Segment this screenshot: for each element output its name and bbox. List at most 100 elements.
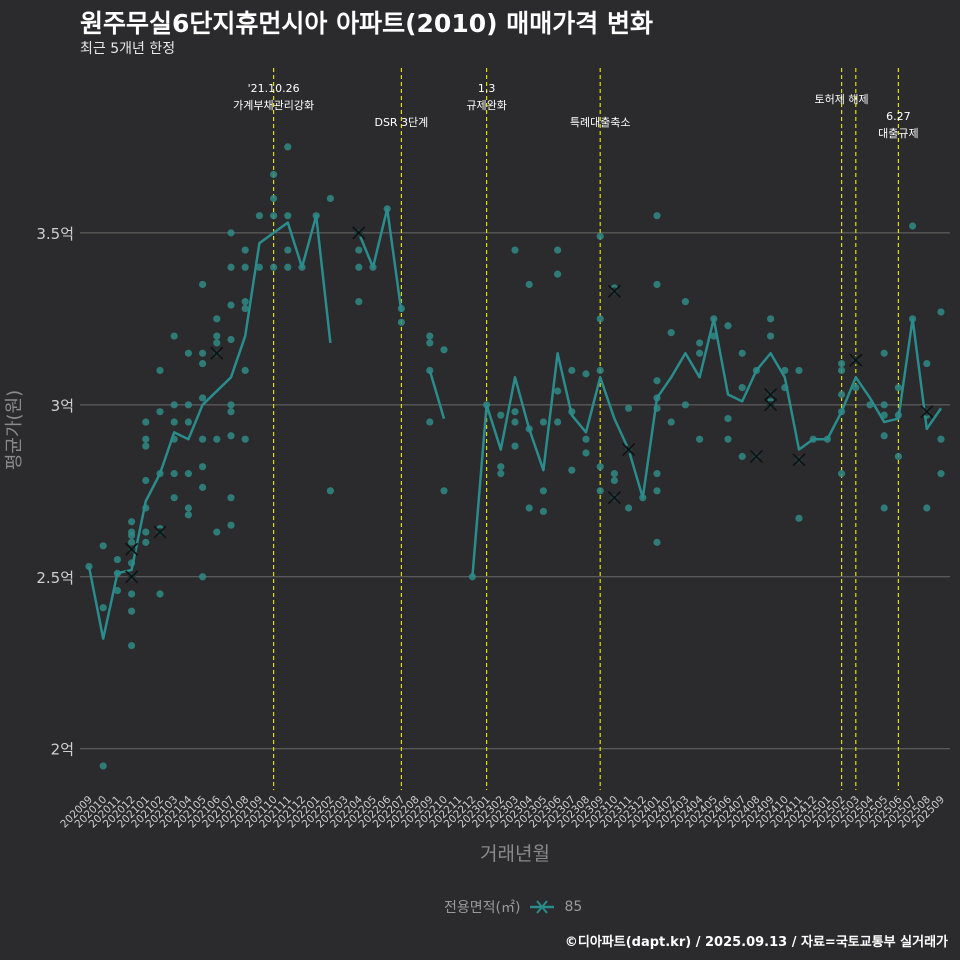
transaction-point (497, 470, 505, 478)
transaction-point (554, 270, 562, 278)
y-tick-labels: 2억 2.5억 3억 3.5억 (36, 225, 74, 759)
cross-marker-stroke (920, 405, 934, 419)
series-line-85 (428, 370, 446, 419)
transaction-point (653, 487, 661, 495)
cross-marker-stroke (153, 525, 167, 539)
cross-marker (622, 442, 636, 457)
transaction-point (426, 332, 434, 340)
series-line-85 (471, 317, 943, 577)
transaction-point (582, 449, 590, 457)
transaction-point (681, 298, 690, 306)
transaction-point (99, 762, 107, 770)
transaction-point (511, 442, 519, 450)
transaction-point (326, 487, 334, 495)
transaction-point (355, 246, 363, 254)
transaction-point (511, 246, 519, 254)
transaction-point (568, 466, 576, 474)
transaction-point (184, 401, 192, 409)
transaction-point (497, 463, 505, 471)
y-tick-label: 3억 (51, 397, 74, 415)
transaction-point (213, 315, 221, 323)
transaction-point (128, 518, 136, 526)
transaction-point (653, 377, 661, 385)
transaction-point (923, 359, 931, 368)
event-lines (273, 68, 900, 790)
grid-lines (80, 232, 950, 750)
transaction-point (795, 514, 803, 522)
transaction-point (284, 246, 292, 254)
cross-marker-stroke (764, 387, 778, 402)
transaction-point (610, 470, 619, 478)
transaction-point (596, 315, 604, 323)
cross-marker-stroke (125, 542, 139, 556)
transaction-point (199, 573, 207, 581)
transaction-point (170, 401, 178, 409)
event-label: 특례대출축소 (570, 116, 631, 129)
transaction-point (610, 476, 619, 485)
transaction-point (170, 418, 178, 426)
transaction-point (284, 143, 292, 151)
cross-marker (849, 353, 863, 367)
transaction-point (170, 332, 178, 340)
transaction-point (199, 349, 207, 357)
transaction-point (667, 329, 675, 337)
transaction-point (255, 212, 263, 220)
transaction-point (241, 246, 249, 254)
transaction-point (270, 212, 278, 220)
transaction-point (227, 521, 235, 529)
transaction-point (156, 366, 164, 375)
transaction-point (497, 411, 505, 419)
transaction-point (142, 435, 150, 443)
event-date-label: 1.3 (478, 82, 496, 95)
transaction-point (596, 232, 604, 240)
transaction-point (539, 507, 548, 516)
average-price-line (87, 207, 943, 640)
event-label: 가계부채관리강화 (233, 99, 314, 112)
transaction-point (696, 339, 704, 347)
transaction-point (440, 346, 448, 354)
legend-item-85: 85 (564, 899, 583, 915)
transaction-point (113, 555, 121, 564)
cross-marker (125, 542, 139, 556)
cross-marker-stroke (210, 346, 224, 360)
transaction-point (838, 366, 846, 375)
transaction-point (625, 504, 633, 512)
transaction-point (852, 384, 860, 392)
transaction-point (241, 435, 249, 443)
x-axis-label: 거래년월 (480, 843, 550, 865)
cross-marker (764, 387, 778, 402)
transaction-point (525, 280, 533, 289)
transaction-point (696, 349, 704, 357)
transaction-point (128, 538, 136, 546)
x-tick-labels: 2020092020102020112020122021012021022021… (58, 793, 947, 830)
transaction-point (937, 435, 945, 443)
transaction-point (795, 366, 803, 375)
transaction-point (241, 366, 249, 375)
transaction-point (894, 384, 903, 392)
transaction-point (880, 504, 888, 512)
transaction-point (511, 418, 519, 426)
transaction-point (880, 432, 888, 440)
transaction-point (128, 590, 136, 598)
cross-marker (764, 398, 778, 412)
transaction-point (199, 280, 207, 289)
transaction-point (724, 414, 732, 423)
transaction-point (128, 531, 136, 540)
transaction-point (184, 470, 192, 478)
transaction-point (270, 170, 278, 179)
y-tick-label: 3.5억 (36, 225, 74, 243)
transaction-point (511, 408, 519, 416)
transaction-point (440, 487, 448, 495)
transaction-point (738, 452, 746, 461)
transaction-point (596, 366, 604, 375)
transaction-point (142, 442, 150, 450)
transaction-point (539, 418, 548, 426)
transaction-point (397, 318, 405, 326)
y-axis-label: 평균가(원) (4, 390, 25, 470)
cross-marker (352, 226, 366, 240)
transaction-point (113, 586, 121, 595)
transaction-point (128, 641, 136, 650)
cross-marker-stroke (125, 570, 139, 584)
